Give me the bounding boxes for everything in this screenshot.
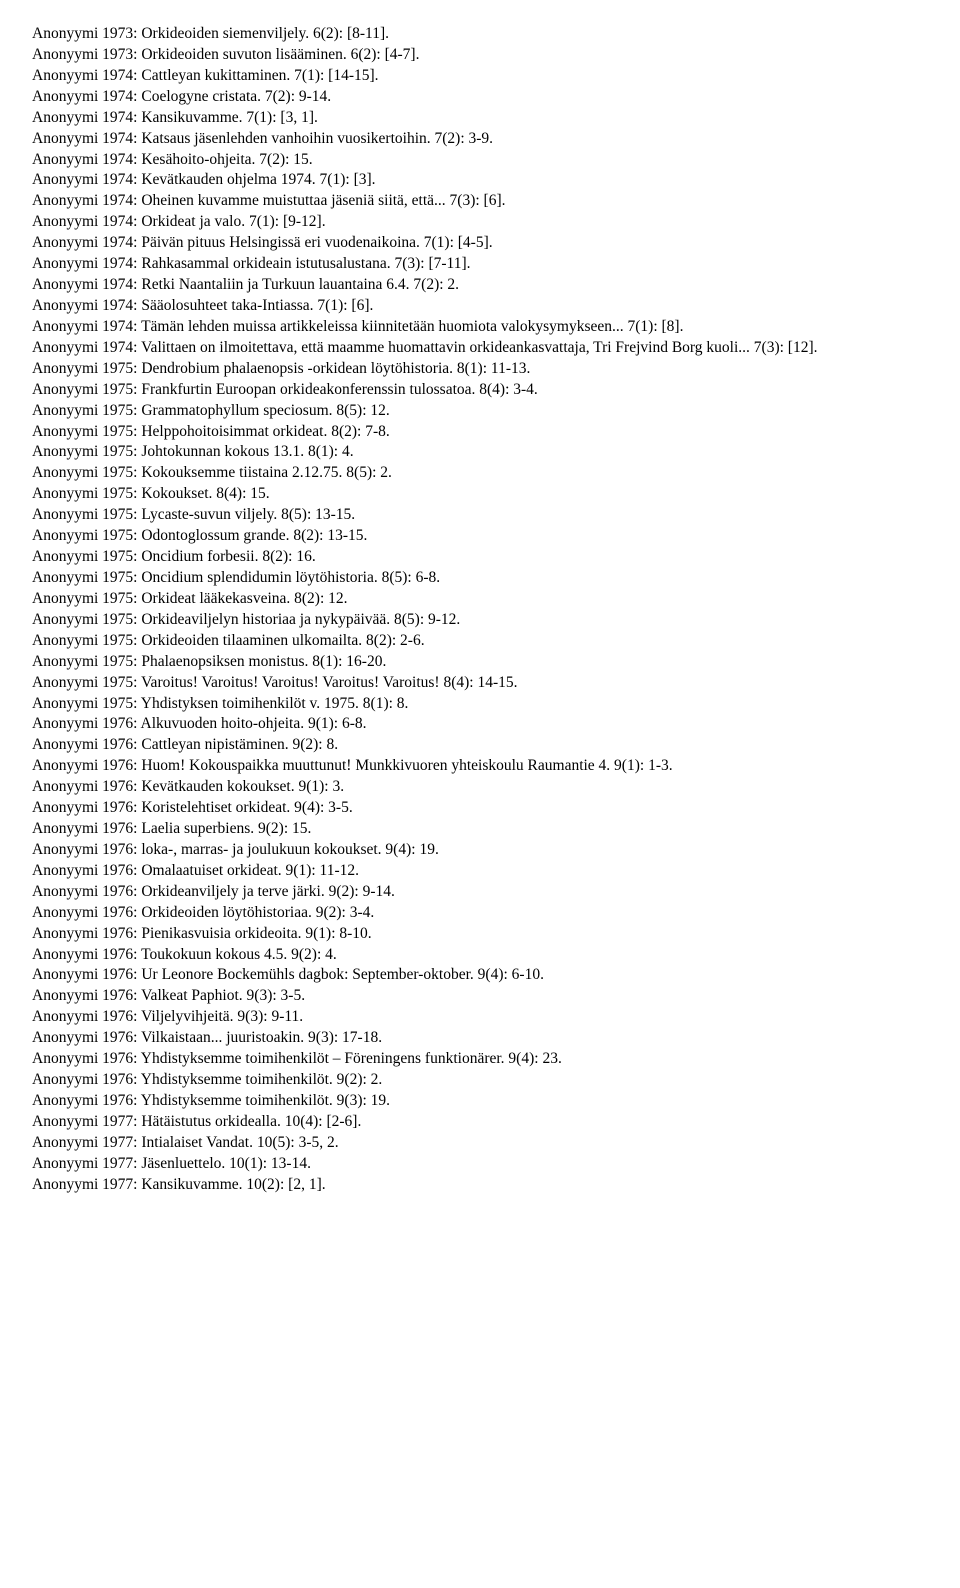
bibliography-entry: Anonyymi 1976: Kevätkauden kokoukset. 9(… [32, 777, 928, 798]
bibliography-entry: Anonyymi 1976: Valkeat Paphiot. 9(3): 3-… [32, 986, 928, 1007]
bibliography-entry: Anonyymi 1976: Alkuvuoden hoito-ohjeita.… [32, 714, 928, 735]
bibliography-entry: Anonyymi 1974: Rahkasammal orkideain ist… [32, 254, 928, 275]
bibliography-entry: Anonyymi 1977: Hätäistutus orkidealla. 1… [32, 1112, 928, 1133]
bibliography-entry: Anonyymi 1976: Orkideanviljely ja terve … [32, 882, 928, 903]
bibliography-entry: Anonyymi 1974: Oheinen kuvamme muistutta… [32, 191, 928, 212]
bibliography-entry: Anonyymi 1975: Kokoukset. 8(4): 15. [32, 484, 928, 505]
bibliography-entry: Anonyymi 1977: Kansikuvamme. 10(2): [2, … [32, 1175, 928, 1196]
bibliography-entry: Anonyymi 1973: Orkideoiden siemenviljely… [32, 24, 928, 45]
bibliography-entry: Anonyymi 1976: Omalaatuiset orkideat. 9(… [32, 861, 928, 882]
bibliography-entry: Anonyymi 1974: Valittaen on ilmoitettava… [32, 338, 928, 359]
bibliography-entry: Anonyymi 1976: Yhdistyksemme toimihenkil… [32, 1070, 928, 1091]
bibliography-entry: Anonyymi 1974: Kevätkauden ohjelma 1974.… [32, 170, 928, 191]
bibliography-entry: Anonyymi 1976: Ur Leonore Bockemühls dag… [32, 965, 928, 986]
bibliography-entry: Anonyymi 1974: Orkideat ja valo. 7(1): [… [32, 212, 928, 233]
bibliography-entry: Anonyymi 1974: Katsaus jäsenlehden vanho… [32, 129, 928, 150]
bibliography-entry: Anonyymi 1975: Lycaste-suvun viljely. 8(… [32, 505, 928, 526]
bibliography-entry: Anonyymi 1976: Yhdistyksemme toimihenkil… [32, 1091, 928, 1112]
bibliography-entry: Anonyymi 1974: Kansikuvamme. 7(1): [3, 1… [32, 108, 928, 129]
bibliography-entry: Anonyymi 1976: Huom! Kokouspaikka muuttu… [32, 756, 928, 777]
bibliography-entry: Anonyymi 1976: Laelia superbiens. 9(2): … [32, 819, 928, 840]
bibliography-entry: Anonyymi 1976: Viljelyvihjeitä. 9(3): 9-… [32, 1007, 928, 1028]
bibliography-entry: Anonyymi 1974: Coelogyne cristata. 7(2):… [32, 87, 928, 108]
bibliography-entry: Anonyymi 1976: Koristelehtiset orkideat.… [32, 798, 928, 819]
bibliography-entry: Anonyymi 1975: Grammatophyllum speciosum… [32, 401, 928, 422]
bibliography-entry: Anonyymi 1976: Orkideoiden löytöhistoria… [32, 903, 928, 924]
bibliography-entry: Anonyymi 1976: Yhdistyksemme toimihenkil… [32, 1049, 928, 1070]
bibliography-entry: Anonyymi 1975: Helppohoitoisimmat orkide… [32, 422, 928, 443]
bibliography-entry: Anonyymi 1975: Kokouksemme tiistaina 2.1… [32, 463, 928, 484]
bibliography-entry: Anonyymi 1976: Cattleyan nipistäminen. 9… [32, 735, 928, 756]
bibliography-entry: Anonyymi 1975: Varoitus! Varoitus! Varoi… [32, 673, 928, 694]
bibliography-entry: Anonyymi 1975: Orkideat lääkekasveina. 8… [32, 589, 928, 610]
bibliography-entry: Anonyymi 1974: Sääolosuhteet taka-Intias… [32, 296, 928, 317]
bibliography-entry: Anonyymi 1975: Yhdistyksen toimihenkilöt… [32, 694, 928, 715]
bibliography-entry: Anonyymi 1974: Tämän lehden muissa artik… [32, 317, 928, 338]
bibliography-entry: Anonyymi 1975: Oncidium forbesii. 8(2): … [32, 547, 928, 568]
bibliography-entry: Anonyymi 1976: Toukokuun kokous 4.5. 9(2… [32, 945, 928, 966]
bibliography-entry: Anonyymi 1975: Orkideaviljelyn historiaa… [32, 610, 928, 631]
bibliography-entry: Anonyymi 1975: Orkideoiden tilaaminen ul… [32, 631, 928, 652]
bibliography-entry: Anonyymi 1973: Orkideoiden suvuton lisää… [32, 45, 928, 66]
bibliography-entry: Anonyymi 1975: Johtokunnan kokous 13.1. … [32, 442, 928, 463]
bibliography-entry: Anonyymi 1976: Pienikasvuisia orkideoita… [32, 924, 928, 945]
bibliography-entry: Anonyymi 1976: loka-, marras- ja jouluku… [32, 840, 928, 861]
bibliography-entry: Anonyymi 1975: Oncidium splendidumin löy… [32, 568, 928, 589]
bibliography-entry: Anonyymi 1975: Dendrobium phalaenopsis -… [32, 359, 928, 380]
bibliography-entry: Anonyymi 1977: Jäsenluettelo. 10(1): 13-… [32, 1154, 928, 1175]
bibliography-entry: Anonyymi 1977: Intialaiset Vandat. 10(5)… [32, 1133, 928, 1154]
bibliography-list: Anonyymi 1973: Orkideoiden siemenviljely… [32, 24, 928, 1196]
bibliography-entry: Anonyymi 1975: Odontoglossum grande. 8(2… [32, 526, 928, 547]
bibliography-entry: Anonyymi 1976: Vilkaistaan... juuristoak… [32, 1028, 928, 1049]
bibliography-entry: Anonyymi 1974: Kesähoito-ohjeita. 7(2): … [32, 150, 928, 171]
bibliography-entry: Anonyymi 1974: Päivän pituus Helsingissä… [32, 233, 928, 254]
bibliography-entry: Anonyymi 1974: Cattleyan kukittaminen. 7… [32, 66, 928, 87]
bibliography-entry: Anonyymi 1975: Phalaenopsiksen monistus.… [32, 652, 928, 673]
bibliography-entry: Anonyymi 1974: Retki Naantaliin ja Turku… [32, 275, 928, 296]
bibliography-entry: Anonyymi 1975: Frankfurtin Euroopan orki… [32, 380, 928, 401]
